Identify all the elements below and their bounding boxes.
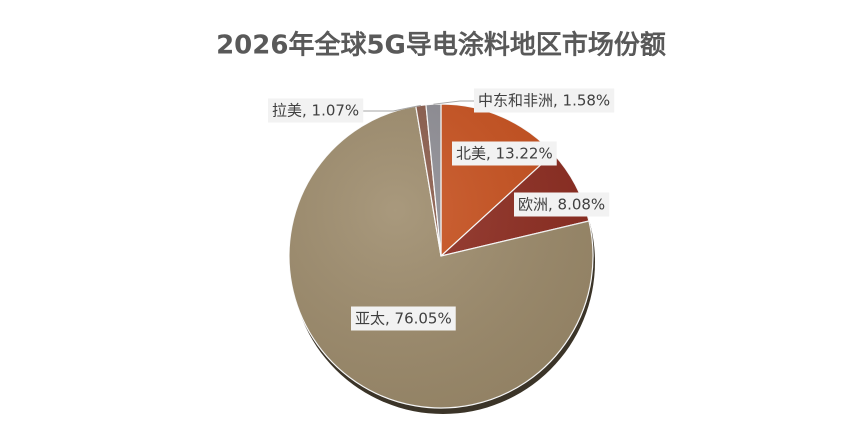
data-label: 中东和非洲, 1.58% [478, 92, 610, 110]
data-label: 北美, 13.22% [456, 145, 553, 163]
chart-title: 2026年全球5G导电涂料地区市场份额 [216, 30, 666, 61]
data-label: 欧洲, 8.08% [518, 196, 605, 214]
labels: 北美, 13.22% 欧洲, 8.08% 亚太, 76.05% 拉美, 1.07% 中东… [268, 88, 615, 331]
data-label: 拉美, 1.07% [272, 102, 359, 120]
leader-line [363, 104, 421, 112]
label-box [452, 141, 557, 166]
data-label: 亚太, 76.05% [355, 310, 452, 328]
leader-line [433, 100, 474, 105]
label-box [268, 98, 364, 123]
label-box [514, 192, 610, 217]
label-box [474, 88, 615, 113]
label-box [351, 306, 456, 331]
